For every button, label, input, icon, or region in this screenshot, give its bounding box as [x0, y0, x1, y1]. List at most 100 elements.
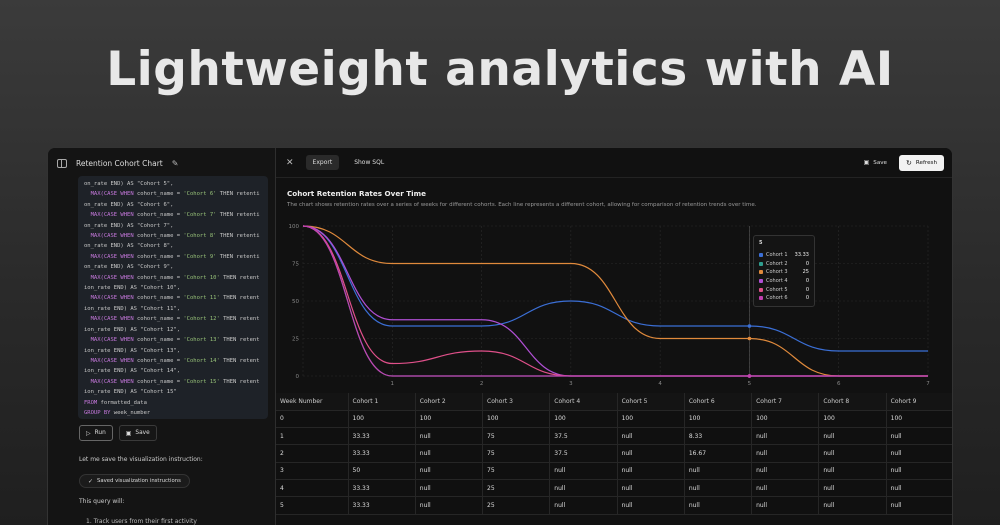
table-cell: 0 [276, 410, 349, 429]
table-cell: null [415, 444, 484, 463]
edit-pencil-icon[interactable]: ✎ [171, 158, 179, 168]
chart-tooltip: 5 Cohort 1 33.33 Cohort 2 0 Cohort 3 25 Cohort… [753, 235, 815, 307]
save-query-button[interactable]: ▣ Save [118, 425, 157, 441]
sql-editor[interactable]: on_rate END) AS "Cohort 5", MAX(CASE WHE… [78, 176, 268, 419]
chart-subtitle: The chart shows retention rates over a s… [287, 202, 757, 208]
code-line: MAX(CASE WHEN cohort_name = 'Cohort 15' … [84, 377, 262, 387]
code-token: MAX(CASE WHEN [90, 233, 134, 240]
table-cell: 100 [684, 410, 753, 429]
table-cell: null [751, 427, 820, 446]
save-icon: ▣ [863, 159, 870, 166]
tooltip-series-name: Cohort 5 [766, 286, 788, 293]
table-cell: 75 [482, 427, 551, 446]
table-cell: 25 [482, 496, 551, 515]
column-header[interactable]: Cohort 7 [751, 393, 820, 411]
table-cell: null [886, 496, 952, 515]
column-header[interactable]: Week Number [276, 393, 349, 411]
refresh-button[interactable]: ↻ Refresh [899, 154, 944, 171]
column-header[interactable]: Cohort 8 [818, 393, 887, 411]
column-header[interactable]: Cohort 1 [348, 393, 416, 411]
column-header[interactable]: Cohort 3 [482, 393, 551, 411]
results-table: Week Number Cohort 1 Cohort 2 Cohort 3 Cohor… [276, 393, 952, 515]
code-token: THEN retenti [216, 233, 260, 240]
saved-instructions-pill[interactable]: ✓ Saved visualization instructions [79, 474, 190, 488]
code-line: FROM formatted_data [84, 398, 262, 408]
table-row: 3 50 null 75 null null null null null null [276, 462, 952, 480]
column-header[interactable]: Cohort 6 [684, 393, 753, 411]
tooltip-row: Cohort 4 0 [759, 277, 809, 286]
table-cell: null [415, 496, 484, 515]
tooltip-title: 5 [759, 240, 763, 246]
code-token: formatted_data [97, 399, 147, 406]
chat-message: This query will: [79, 498, 125, 505]
table-cell: 100 [482, 410, 551, 429]
code-line: ion_rate END) AS "Cohort 14", [84, 366, 262, 376]
hero-title: Lightweight analytics with AI [106, 42, 894, 97]
code-line: on_rate END) AS "Cohort 7", [84, 221, 262, 231]
tab-export[interactable]: Export [305, 155, 340, 170]
tooltip-series-name: Cohort 3 [766, 269, 788, 276]
table-cell: null [549, 496, 618, 515]
column-header[interactable]: Cohort 5 [617, 393, 685, 411]
refresh-icon: ↻ [906, 158, 912, 167]
table-cell: 100 [348, 410, 416, 429]
table-cell: null [617, 462, 685, 480]
table-cell: null [886, 479, 952, 498]
table-cell: null [751, 444, 820, 463]
code-token: THEN retent [219, 274, 260, 281]
tooltip-row: Cohort 5 0 [759, 285, 809, 294]
table-cell: null [886, 427, 952, 446]
series-line [302, 225, 928, 352]
code-token [84, 233, 91, 239]
table-cell: null [415, 479, 484, 498]
play-icon: ▷ [86, 429, 91, 437]
series-swatch [759, 270, 763, 275]
run-button[interactable]: ▷ Run [79, 425, 113, 441]
table-cell: null [617, 427, 685, 446]
tooltip-series-name: Cohort 2 [766, 260, 788, 267]
code-token [84, 358, 91, 364]
table-cell: 8.33 [684, 427, 753, 446]
table-row: 1 33.33 null 75 37.5 null 8.33 null null null [276, 427, 952, 446]
column-header[interactable]: Cohort 4 [549, 393, 618, 411]
code-token: THEN retent [219, 378, 260, 385]
series-swatch [759, 261, 763, 266]
run-label: Run [94, 430, 106, 436]
table-cell: null [549, 479, 618, 498]
left-header: Retention Cohort Chart ✎ [48, 148, 275, 178]
chat-message: Let me save the visualization instructio… [79, 456, 203, 463]
code-token: ion_rate END) AS "Cohort 13", [84, 347, 181, 354]
code-line: ion_rate END) AS "Cohort 10", [84, 283, 262, 293]
tooltip-series-value: 33.33 [794, 252, 809, 259]
code-token [84, 191, 91, 197]
code-token: cohort_name = [133, 191, 184, 198]
table-row: 5 33.33 null 25 null null null null null null [276, 496, 952, 515]
tooltip-series-value: 0 [805, 286, 809, 293]
table-row: 4 33.33 null 25 null null null null null null [276, 479, 952, 498]
close-icon[interactable]: ✕ [286, 157, 294, 168]
code-token: MAX(CASE WHEN [90, 378, 134, 385]
saved-instructions-label: Saved visualization instructions [97, 478, 181, 484]
code-token: ion_rate END) AS "Cohort 11", [84, 305, 181, 312]
chart-name: Retention Cohort Chart [76, 158, 163, 168]
tab-show-sql[interactable]: Show SQL [354, 159, 385, 166]
code-token: MAX(CASE WHEN [90, 316, 134, 323]
code-token: cohort_name = [133, 337, 184, 344]
code-token [84, 212, 91, 218]
column-header[interactable]: Cohort 9 [886, 393, 952, 411]
sidebar-toggle-icon[interactable] [57, 158, 67, 168]
save-chart-button[interactable]: ▣ Save [864, 159, 887, 166]
code-token: ion_rate END) AS "Cohort 15" [84, 389, 177, 396]
code-line: MAX(CASE WHEN cohort_name = 'Cohort 8' T… [84, 231, 262, 241]
table-cell: null [886, 462, 952, 480]
code-token: MAX(CASE WHEN [90, 295, 134, 302]
code-line: ion_rate END) AS "Cohort 12", [84, 325, 262, 335]
column-header[interactable]: Cohort 2 [415, 393, 484, 411]
code-token: MAX(CASE WHEN [90, 212, 134, 219]
code-line: ion_rate END) AS "Cohort 15" [84, 387, 262, 397]
table-cell: 25 [482, 479, 551, 498]
tooltip-series-name: Cohort 4 [766, 278, 788, 285]
save-query-label: Save [135, 430, 150, 436]
tooltip-row: Cohort 3 25 [759, 268, 809, 277]
